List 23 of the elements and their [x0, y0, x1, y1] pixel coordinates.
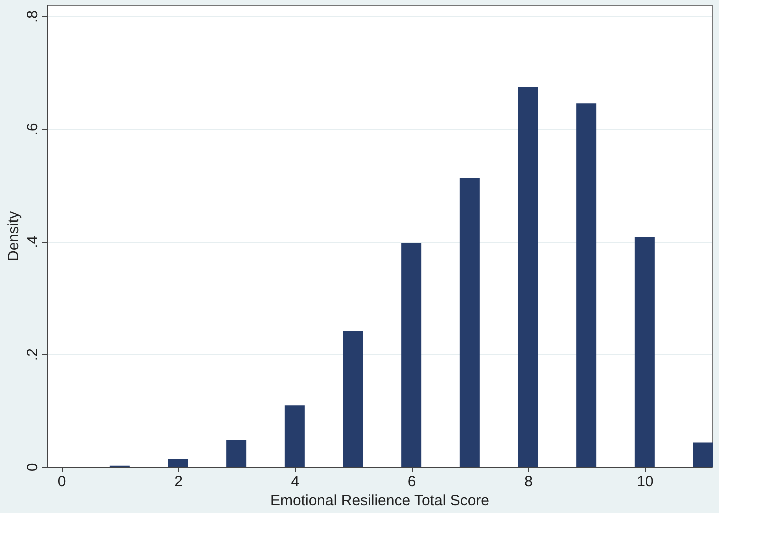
y-tick-label: 0 [24, 463, 42, 472]
x-tick-label: 10 [637, 474, 654, 490]
bar [226, 440, 247, 467]
x-tick-label: 4 [291, 474, 300, 490]
bar [693, 442, 714, 467]
x-axis-title: Emotional Resilience Total Score [270, 492, 490, 510]
bar [518, 87, 538, 467]
x-tick-label: 8 [524, 474, 533, 490]
bar [634, 237, 655, 467]
x-tick-label: 0 [58, 474, 66, 490]
bar [343, 331, 364, 467]
bar [576, 104, 597, 467]
y-tick-label: .2 [24, 348, 42, 362]
y-tick-label: .4 [24, 236, 42, 248]
bar [284, 406, 305, 467]
bar [460, 178, 480, 467]
bar [402, 243, 422, 467]
y-axis-title: Density [6, 211, 22, 262]
x-tick-label: 6 [408, 474, 416, 490]
x-tick-label: 2 [174, 474, 183, 490]
bar [168, 459, 188, 467]
y-tick-label: .6 [24, 123, 42, 136]
y-tick-label: .8 [24, 10, 42, 24]
